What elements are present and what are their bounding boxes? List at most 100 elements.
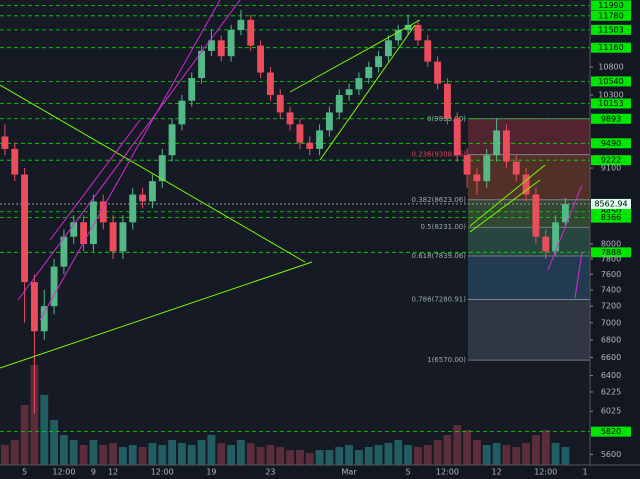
volume-bar: [443, 435, 452, 465]
level-box: [591, 24, 631, 35]
volume-bar: [197, 440, 206, 465]
volume-bar: [305, 453, 314, 465]
candle-body: [188, 78, 196, 101]
y-tick-label: 6400: [601, 371, 621, 380]
last-price-label: 8562.94: [594, 199, 627, 208]
x-tick-label: 12: [108, 468, 118, 477]
candle-body: [247, 19, 255, 46]
volume-bar: [50, 420, 58, 465]
candle-body: [414, 24, 422, 41]
y-tick-label: 7200: [601, 302, 621, 311]
volume-bar: [20, 405, 29, 465]
x-tick-label: 12: [491, 468, 501, 477]
candle-body: [237, 19, 245, 30]
level-label: 11990: [598, 1, 623, 10]
volume-bar: [522, 443, 530, 465]
candle-body: [257, 45, 265, 73]
level-box: [591, 0, 631, 11]
candle-body: [158, 155, 166, 182]
candle-body: [443, 83, 451, 119]
y-tick-label: 10800: [598, 63, 623, 72]
volume-bar: [512, 447, 521, 465]
candle-body: [345, 89, 353, 95]
x-tick-label: 12:00: [151, 468, 174, 477]
level-box: [591, 76, 631, 87]
candle-body: [119, 222, 127, 252]
volume-bar: [99, 445, 108, 465]
candle-body: [561, 203, 569, 223]
volume-bar: [138, 447, 147, 465]
candle-body: [424, 40, 432, 62]
volume-bar: [69, 440, 78, 465]
level-label: 11780: [598, 11, 623, 20]
level-label: 7888: [601, 248, 621, 257]
level-label: 9490: [601, 139, 621, 148]
volume-bar: [217, 443, 226, 465]
candle-body: [21, 174, 29, 283]
candle-body: [178, 100, 186, 125]
fib-label: 0.236(9308.06): [412, 151, 467, 159]
volume-bar: [374, 445, 383, 465]
fib-label: 0.786(7280.91): [412, 296, 467, 304]
candle-body: [394, 29, 402, 41]
candle-body: [129, 194, 137, 223]
fib-band: [468, 227, 590, 257]
candle-body: [266, 72, 274, 95]
level-label: 9222: [601, 156, 621, 165]
y-tick-label: 6600: [601, 353, 621, 362]
volume-bar: [325, 450, 334, 465]
candle-body: [99, 201, 107, 223]
x-tick-label: 5: [406, 468, 411, 477]
level-box: [591, 426, 631, 437]
volume-bar: [1, 445, 9, 465]
candle-body: [60, 236, 68, 267]
volume-bar: [266, 445, 275, 465]
y-tick-label: 7000: [601, 318, 621, 327]
candle-body: [50, 266, 58, 307]
volume-bar: [404, 445, 412, 465]
volume-bar: [30, 365, 39, 465]
level-box: [591, 98, 631, 109]
volume-bar: [345, 445, 353, 465]
volume-bar: [207, 435, 216, 465]
candle-body: [89, 201, 97, 245]
volume-bar: [40, 395, 49, 465]
candle-body: [80, 222, 88, 245]
candle-body: [109, 222, 117, 252]
drawings: [0, 0, 583, 369]
candle-body: [207, 40, 215, 51]
y-tick-label: 7600: [601, 270, 621, 279]
volume-bar: [158, 445, 167, 465]
x-tick-label: 12:00: [436, 468, 459, 477]
volume-bar: [532, 435, 540, 465]
y-tick-label: 8000: [601, 240, 621, 249]
fib-band: [468, 256, 590, 300]
candle-body: [276, 94, 284, 113]
volume-bar: [482, 445, 491, 465]
candle-body: [473, 174, 481, 182]
candle-body: [542, 236, 550, 252]
candle-body: [11, 148, 19, 175]
fib-label: 0.5(8231.00): [420, 223, 466, 231]
candle-body: [30, 282, 38, 332]
candle-body: [512, 161, 520, 175]
y-tick-label: 9100: [601, 164, 621, 173]
x-tick-label: Mar: [342, 468, 358, 477]
candle-body: [40, 306, 48, 332]
volume-bar: [128, 445, 137, 465]
volume-bar: [168, 440, 176, 465]
candle-body: [502, 130, 510, 162]
x-tick-label: 12:00: [52, 468, 75, 477]
y-tick-label: 6225: [601, 387, 621, 396]
volume-bar: [187, 445, 196, 465]
volume-bar: [502, 445, 511, 465]
candle-body: [365, 67, 373, 79]
candle-body: [325, 112, 333, 131]
x-tick-label: 1: [583, 468, 588, 477]
level-box: [591, 42, 631, 53]
level-label: 8366: [601, 213, 621, 222]
volume-bar: [561, 447, 570, 465]
volume-bar: [148, 443, 157, 465]
candle-body: [335, 94, 343, 113]
volume-bar: [79, 445, 88, 465]
